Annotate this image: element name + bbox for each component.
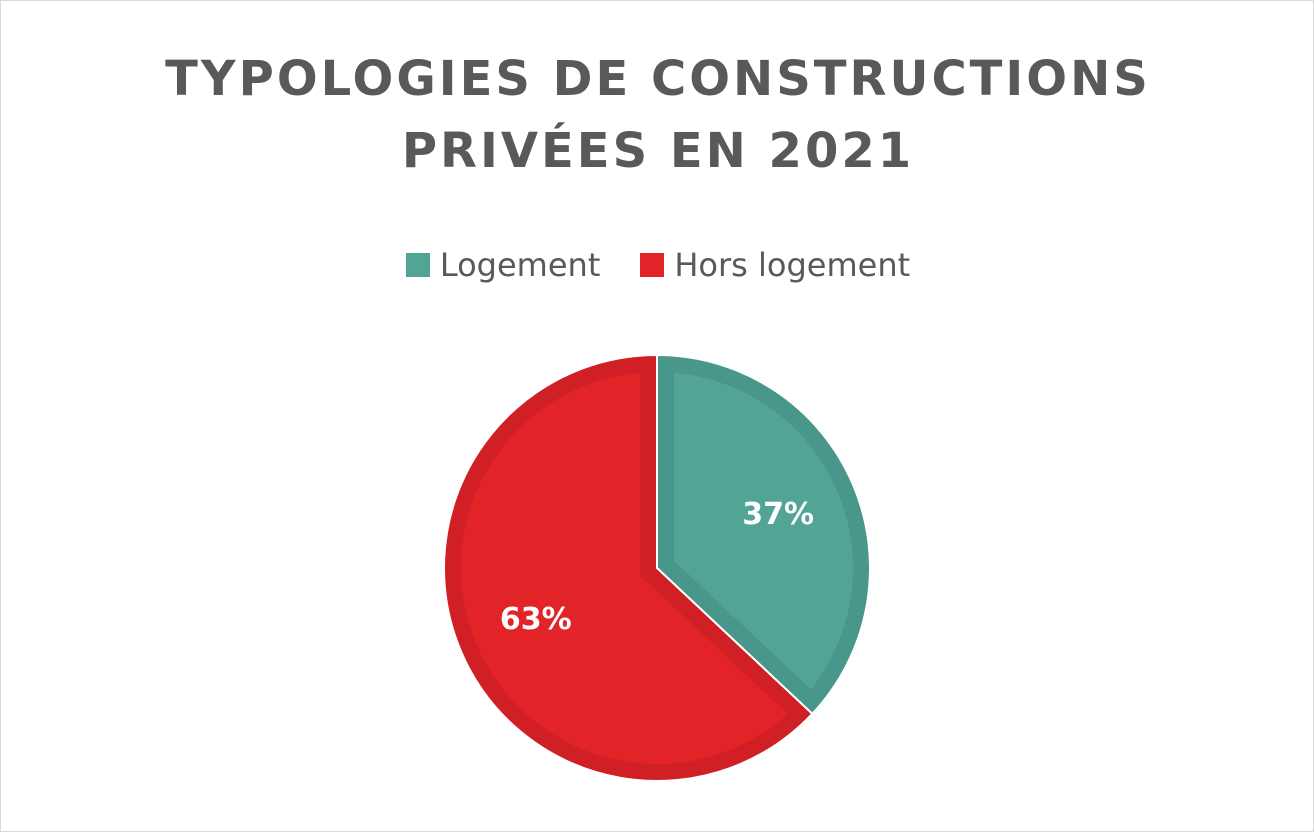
legend-swatch-hors-logement: [640, 253, 665, 277]
chart-title: TYPOLOGIES DE CONSTRUCTIONS PRIVÉES EN 2…: [165, 51, 1151, 179]
data-label-hors-logement: 63%: [500, 602, 572, 637]
chart-legend: Logement Hors logement: [1, 243, 1314, 287]
pie-slice-hors-logement: [443, 353, 814, 782]
legend-label-logement: Logement: [439, 246, 601, 284]
legend-entry-hors-logement: Hors logement: [640, 243, 910, 287]
pie-slice-logement: [656, 353, 871, 716]
legend-entry-logement: Logement: [405, 243, 601, 287]
data-label-logement: 37%: [742, 497, 814, 532]
legend-swatch-logement: [405, 253, 430, 277]
legend-label-hors-logement: Hors logement: [674, 246, 911, 284]
